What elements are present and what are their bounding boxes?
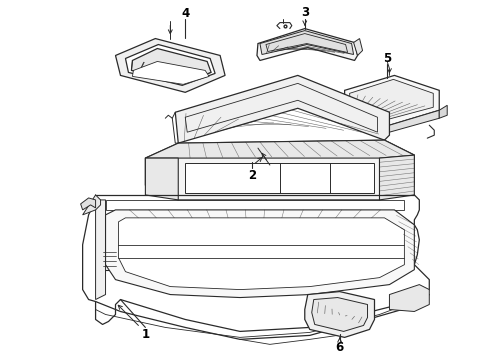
Text: 6: 6 — [336, 341, 344, 354]
Polygon shape — [305, 292, 374, 337]
Polygon shape — [81, 198, 96, 210]
Polygon shape — [96, 200, 105, 300]
Text: 5: 5 — [383, 52, 392, 65]
Polygon shape — [146, 140, 415, 158]
Polygon shape — [390, 285, 429, 311]
Text: 1: 1 — [141, 328, 149, 341]
Polygon shape — [146, 140, 415, 200]
Text: 2: 2 — [248, 168, 256, 181]
Polygon shape — [131, 49, 211, 82]
Polygon shape — [125, 45, 215, 85]
Polygon shape — [439, 105, 447, 118]
Polygon shape — [354, 39, 363, 55]
Polygon shape — [105, 210, 415, 298]
Polygon shape — [260, 31, 354, 54]
Polygon shape — [312, 298, 368, 332]
Polygon shape — [116, 39, 225, 92]
Polygon shape — [132, 62, 209, 84]
Polygon shape — [257, 28, 358, 60]
Polygon shape — [175, 75, 390, 143]
Text: 4: 4 — [181, 7, 189, 20]
Polygon shape — [344, 110, 439, 132]
Polygon shape — [146, 158, 178, 200]
Polygon shape — [185, 163, 374, 193]
Polygon shape — [119, 218, 404, 289]
Polygon shape — [83, 195, 100, 215]
Polygon shape — [349, 80, 433, 119]
Bar — [100, 248, 119, 270]
Text: 3: 3 — [301, 6, 309, 19]
Polygon shape — [344, 75, 439, 125]
Polygon shape — [379, 155, 415, 200]
